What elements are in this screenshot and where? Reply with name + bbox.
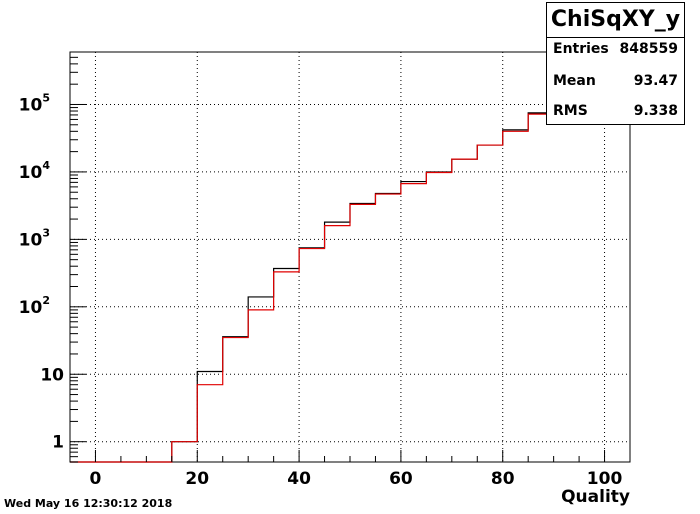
rms-value: 9.338 [633, 103, 678, 119]
y-tick-label: 10 [40, 365, 64, 385]
mean-label: Mean [553, 73, 596, 89]
y-tick-label: 103 [19, 226, 50, 250]
timestamp: Wed May 16 12:30:12 2018 [4, 497, 173, 510]
y-tick-label: 102 [19, 294, 50, 318]
rms-label: RMS [553, 103, 588, 119]
y-tick-label: 1 [52, 433, 64, 453]
x-tick-label: 40 [287, 469, 311, 489]
plot-frame [69, 51, 631, 463]
x-tick-label: 60 [389, 469, 413, 489]
x-tick-label: 80 [491, 469, 515, 489]
mean-value: 93.47 [633, 73, 678, 89]
x-tick-label: 100 [587, 469, 623, 489]
stats-box: ChiSqXY_y Entries 848559 Mean 93.47 RMS … [546, 2, 685, 125]
y-tick-label: 104 [19, 159, 51, 183]
entries-value: 848559 [619, 41, 678, 57]
x-tick-label: 20 [185, 469, 209, 489]
axes: 0 20 40 60 80 100 1 10 102 103 104 105 [19, 51, 631, 489]
y-tick-label: 105 [19, 91, 50, 115]
histogram-line [70, 69, 630, 463]
x-tick-label: 0 [90, 469, 102, 489]
histogram-series [70, 68, 630, 463]
stats-title: ChiSqXY_y [547, 3, 684, 38]
x-axis-title: Quality [561, 487, 630, 507]
entries-label: Entries [553, 41, 609, 57]
